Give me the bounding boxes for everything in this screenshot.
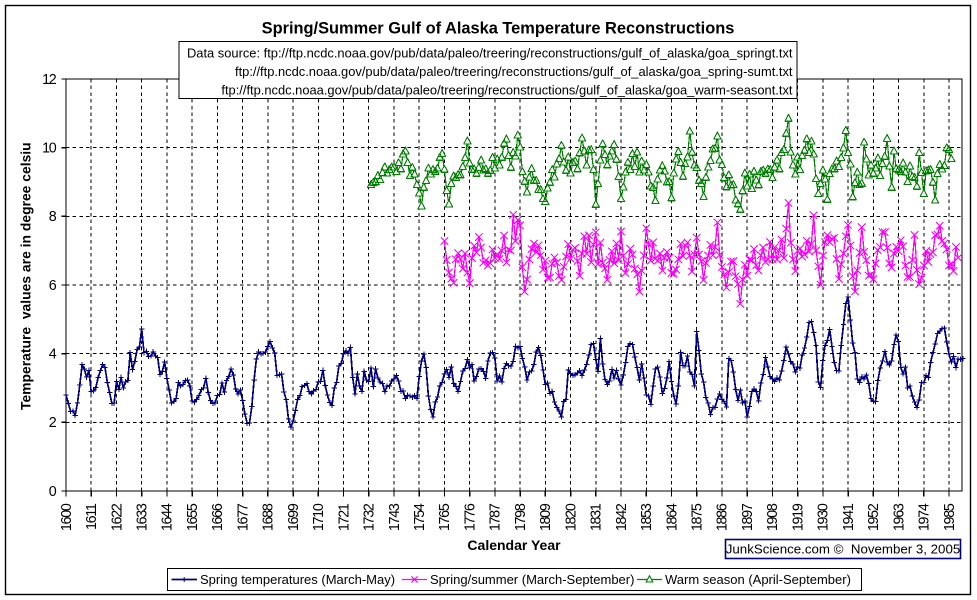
svg-text:Calendar Year: Calendar Year [467,537,561,553]
svg-text:1820: 1820 [563,503,579,531]
svg-text:1842: 1842 [614,503,630,531]
svg-text:1633: 1633 [135,503,151,531]
svg-text:1875: 1875 [690,503,706,531]
svg-text:Spring/Summer Gulf of Alaska T: Spring/Summer Gulf of Alaska Temperature… [262,20,735,38]
svg-text:JunkScience.com © November 3,: JunkScience.com © November 3, 2005 [726,542,960,557]
svg-text:1798: 1798 [513,503,529,531]
svg-text:2: 2 [49,415,57,431]
svg-text:Spring temperatures (March-May: Spring temperatures (March-May) [200,572,395,587]
svg-text:1622: 1622 [109,503,125,531]
svg-text:1688: 1688 [261,503,277,531]
svg-text:Data source: ftp://ftp.ncdc.no: Data source: ftp://ftp.ncdc.noaa.gov/pub… [187,46,793,61]
svg-text:1908: 1908 [765,503,781,531]
svg-text:1754: 1754 [412,503,428,531]
svg-text:1831: 1831 [589,503,605,531]
svg-text:10: 10 [42,141,57,157]
svg-text:Temperature values are in deg: Temperature values are in degree celsiu [18,142,34,410]
svg-text:1897: 1897 [740,503,756,531]
svg-text:1919: 1919 [790,503,806,531]
svg-text:1600: 1600 [59,503,75,531]
svg-text:Warm season (April-September): Warm season (April-September) [665,572,851,587]
svg-text:12: 12 [42,72,57,88]
svg-text:1809: 1809 [538,503,554,531]
svg-text:0: 0 [49,484,57,500]
svg-text:1699: 1699 [286,503,302,531]
svg-text:4: 4 [49,347,57,363]
svg-text:1765: 1765 [437,503,453,531]
svg-text:1787: 1787 [488,503,504,531]
svg-text:1985: 1985 [942,503,958,531]
svg-text:1941: 1941 [841,503,857,531]
svg-text:1611: 1611 [84,503,100,530]
svg-text:ftp://ftp.ncdc.noaa.gov/pub/da: ftp://ftp.ncdc.noaa.gov/pub/data/paleo/t… [235,64,793,79]
svg-text:1963: 1963 [891,503,907,531]
svg-text:1864: 1864 [664,503,680,531]
svg-text:1743: 1743 [387,503,403,531]
svg-text:1666: 1666 [210,503,226,531]
svg-text:1655: 1655 [185,503,201,531]
svg-text:6: 6 [49,278,57,294]
svg-text:1952: 1952 [866,503,882,531]
svg-text:1886: 1886 [715,503,731,531]
svg-text:1853: 1853 [639,503,655,531]
svg-text:1732: 1732 [362,503,378,531]
svg-text:1930: 1930 [816,503,832,531]
svg-text:1677: 1677 [235,503,251,531]
svg-text:1644: 1644 [160,503,176,531]
svg-text:1776: 1776 [463,503,479,531]
svg-text:ftp://ftp.ncdc.noaa.gov/pub/da: ftp://ftp.ncdc.noaa.gov/pub/data/paleo/t… [221,83,793,98]
svg-text:1721: 1721 [336,503,352,531]
svg-text:1710: 1710 [311,503,327,531]
svg-text:Spring/summer (March-September: Spring/summer (March-September) [430,572,634,587]
svg-text:1974: 1974 [917,503,933,531]
svg-text:8: 8 [49,209,57,225]
